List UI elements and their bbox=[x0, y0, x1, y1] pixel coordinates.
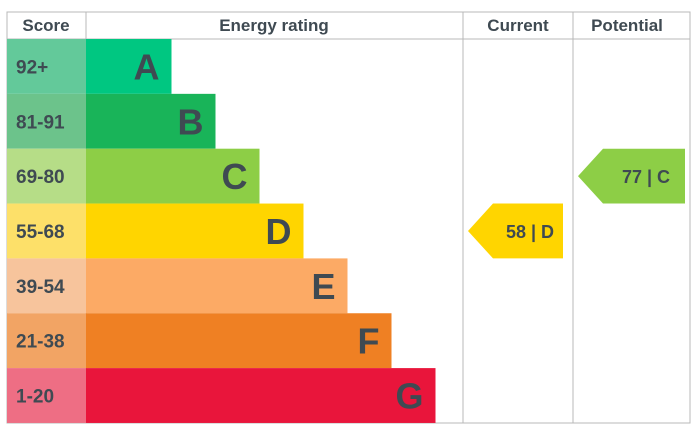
score-cell-a bbox=[7, 39, 86, 94]
rating-letter: F bbox=[358, 321, 380, 362]
score-range-label: 81-91 bbox=[16, 112, 65, 133]
current-rating-arrow-label: 58 | D bbox=[506, 222, 554, 242]
score-range-label: 55-68 bbox=[16, 222, 65, 243]
potential-rating-arrow: 77 | C bbox=[578, 148, 685, 204]
score-cell-d bbox=[7, 203, 86, 259]
rating-bands: 92+ A 81-91 B 69-80 C 55-68 D 39-54 E 21-38 F 1-20 G bbox=[7, 39, 436, 423]
rating-bar-a bbox=[86, 39, 172, 94]
band-b: 81-91 B bbox=[7, 93, 216, 149]
score-column-header: Score bbox=[22, 16, 69, 35]
score-cell-c bbox=[7, 148, 86, 204]
score-cell-f bbox=[7, 313, 86, 369]
rating-bar-c bbox=[86, 148, 260, 204]
rating-bar-e bbox=[86, 258, 348, 314]
current-column-header: Current bbox=[487, 16, 549, 35]
current-rating-arrow: 58 | D bbox=[468, 203, 563, 259]
band-d: 55-68 D bbox=[7, 203, 304, 259]
rating-letter: C bbox=[222, 156, 248, 197]
score-range-label: 21-38 bbox=[16, 332, 65, 353]
band-c: 69-80 C bbox=[7, 148, 260, 204]
rating-letter: G bbox=[395, 376, 423, 417]
score-range-label: 92+ bbox=[16, 57, 48, 78]
score-range-label: 39-54 bbox=[16, 277, 65, 298]
potential-rating-arrow-shape bbox=[578, 148, 685, 204]
rating-letter: A bbox=[134, 46, 160, 87]
rating-bar-d bbox=[86, 203, 304, 259]
current-rating-arrow-shape bbox=[468, 203, 563, 259]
potential-rating-arrow-label: 77 | C bbox=[622, 167, 670, 187]
score-cell-b bbox=[7, 93, 86, 149]
score-cell-g bbox=[7, 368, 86, 423]
rating-bar-b bbox=[86, 93, 216, 149]
band-g: 1-20 G bbox=[7, 368, 436, 423]
column-headers: Score Energy rating Current Potential bbox=[22, 16, 663, 35]
rating-arrows: 58 | D 77 | C bbox=[468, 148, 685, 259]
rating-letter: E bbox=[311, 266, 335, 307]
energy-rating-column-header: Energy rating bbox=[219, 16, 329, 35]
score-range-label: 69-80 bbox=[16, 167, 65, 188]
band-e: 39-54 E bbox=[7, 258, 348, 314]
band-a: 92+ A bbox=[7, 39, 172, 94]
band-f: 21-38 F bbox=[7, 313, 392, 369]
rating-bar-f bbox=[86, 313, 392, 369]
potential-column-header: Potential bbox=[591, 16, 663, 35]
rating-bar-g bbox=[86, 368, 436, 423]
rating-letter: B bbox=[178, 101, 204, 142]
score-range-label: 1-20 bbox=[16, 387, 54, 408]
score-cell-e bbox=[7, 258, 86, 314]
rating-letter: D bbox=[266, 211, 292, 252]
